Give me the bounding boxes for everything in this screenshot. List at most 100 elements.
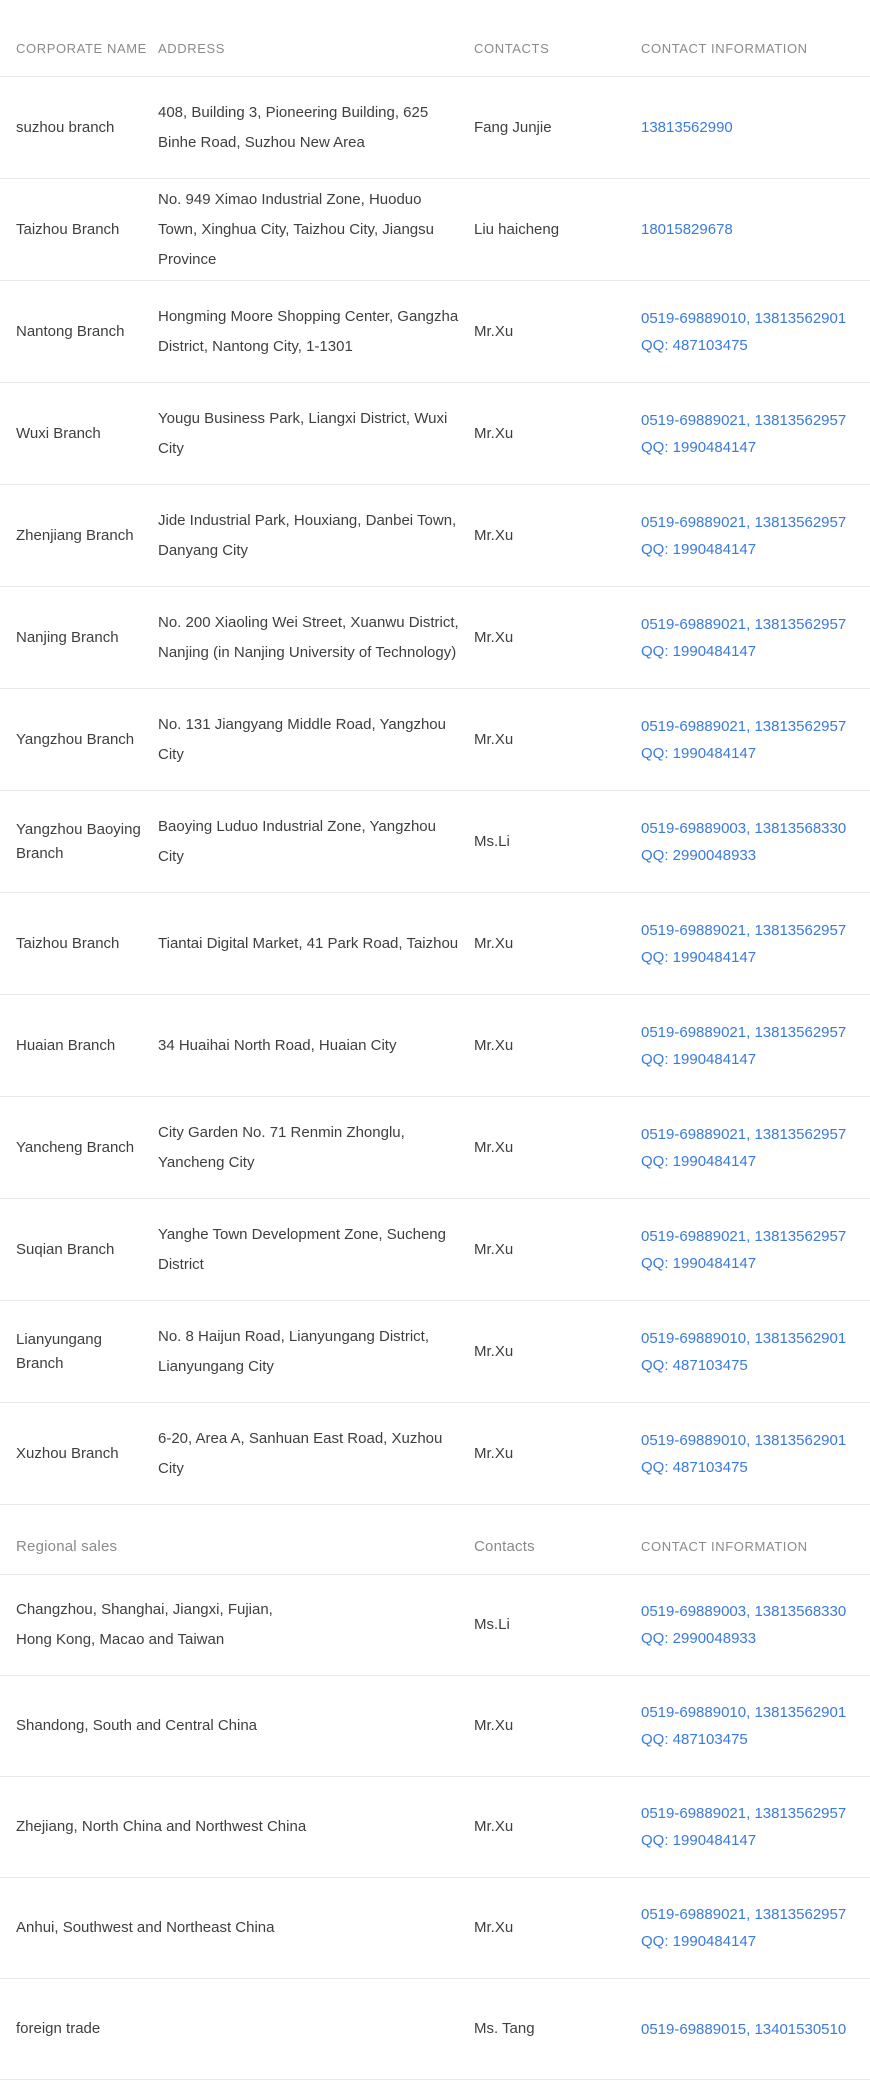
contact-information-cell: 0519-69889010, 13813562901 QQ: 487103475 — [641, 1699, 870, 1753]
contacts-cell: Mr.Xu — [474, 1342, 514, 1360]
phone-link[interactable]: 0519-69889021, 13813562957 — [641, 921, 847, 939]
corporate-name-cell: Taizhou Branch — [16, 934, 120, 952]
phone-link[interactable]: 0519-69889021, 13813562957 — [641, 615, 847, 633]
table-row: Changzhou, Shanghai, Jiangxi, Fujian, Ho… — [0, 1575, 870, 1676]
table-row: Taizhou Branch Tiantai Digital Market, 41… — [0, 893, 870, 995]
contact-information-cell: 0519-69889021, 13813562957 QQ: 1990484147 — [641, 1121, 870, 1175]
corporate-name-cell: Suqian Branch — [16, 1240, 115, 1258]
contacts-cell: Mr.Xu — [474, 1138, 514, 1156]
column-header-contact-information: CONTACT INFORMATION — [641, 40, 808, 56]
contacts-cell: Mr.Xu — [474, 1717, 514, 1734]
qq-link[interactable]: QQ: 1990484147 — [641, 744, 757, 762]
contact-information-cell: 0519-69889021, 13813562957 QQ: 1990484147 — [641, 917, 870, 971]
regional-rows: Changzhou, Shanghai, Jiangxi, Fujian, Ho… — [0, 1575, 870, 2080]
phone-link[interactable]: 0519-69889010, 13813562901 — [641, 1329, 847, 1347]
qq-link[interactable]: QQ: 487103475 — [641, 1458, 748, 1476]
column-header-address: ADDRESS — [158, 40, 226, 56]
phone-link[interactable]: 0519-69889021, 13813562957 — [641, 411, 847, 429]
table-row: foreign trade Ms. Tang 0519-69889015, 1340… — [0, 1979, 870, 2080]
qq-link[interactable]: QQ: 487103475 — [641, 336, 748, 354]
region-cell: Zhejiang, North China and Northwest Chin… — [16, 1818, 307, 1835]
qq-link[interactable]: QQ: 1990484147 — [641, 642, 757, 660]
address-cell: Tiantai Digital Market, 41 Park Road, Ta… — [158, 934, 459, 952]
phone-link[interactable]: 0519-69889021, 13813562957 — [641, 1906, 847, 1923]
region-cell: Anhui, Southwest and Northeast China — [16, 1919, 275, 1936]
table-row: Shandong, South and Central China Mr.Xu 05… — [0, 1676, 870, 1777]
phone-link[interactable]: 0519-69889021, 13813562957 — [641, 513, 847, 531]
address-cell: Baoying Luduo Industrial Zone, Yangzhou … — [158, 817, 436, 865]
contacts-cell: Ms.Li — [474, 832, 510, 850]
qq-link[interactable]: QQ: 1990484147 — [641, 1152, 757, 1170]
qq-link[interactable]: QQ: 1990484147 — [641, 1832, 757, 1849]
contacts-cell: Liu haicheng — [474, 220, 560, 238]
phone-link[interactable]: 0519-69889003, 13813568330 — [641, 1603, 847, 1620]
contact-information-cell: 0519-69889021, 13813562957 QQ: 1990484147 — [641, 407, 870, 461]
qq-link[interactable]: QQ: 2990048933 — [641, 1630, 757, 1647]
contacts-cell: Ms. Tang — [474, 2020, 535, 2037]
regional-table-header-row: Regional sales Contacts CONTACT INFORMAT… — [0, 1505, 870, 1575]
region-cell: Changzhou, Shanghai, Jiangxi, Fujian, Ho… — [16, 1601, 273, 1648]
phone-link[interactable]: 0519-69889003, 13813568330 — [641, 819, 847, 837]
corporate-name-cell: Zhenjiang Branch — [16, 526, 134, 544]
qq-link[interactable]: QQ: 1990484147 — [641, 540, 757, 558]
phone-link[interactable]: 0519-69889010, 13813562901 — [641, 1704, 847, 1721]
phone-link[interactable]: 0519-69889021, 13813562957 — [641, 1023, 847, 1041]
region-cell: foreign trade — [16, 2020, 101, 2037]
corporate-name-cell: Nanjing Branch — [16, 628, 119, 646]
contacts-cell: Mr.Xu — [474, 1240, 514, 1258]
contacts-cell: Mr.Xu — [474, 526, 514, 544]
qq-link[interactable]: QQ: 1990484147 — [641, 948, 757, 966]
table-row: Taizhou Branch No. 949 Ximao Industrial Z… — [0, 179, 870, 281]
table-row: Yangzhou Branch No. 131 Jiangyang Middle … — [0, 689, 870, 791]
qq-link[interactable]: QQ: 1990484147 — [641, 1050, 757, 1068]
address-cell: Yanghe Town Development Zone, Sucheng Di… — [158, 1225, 446, 1273]
qq-link[interactable]: QQ: 1990484147 — [641, 1254, 757, 1272]
contact-information-cell: 18015829678 — [641, 216, 870, 243]
contact-information-cell: 0519-69889021, 13813562957 QQ: 1990484147 — [641, 1223, 870, 1277]
qq-link[interactable]: QQ: 487103475 — [641, 1731, 748, 1748]
contacts-cell: Mr.Xu — [474, 934, 514, 952]
phone-link[interactable]: 13813562990 — [641, 119, 733, 136]
phone-link[interactable]: 0519-69889021, 13813562957 — [641, 1805, 847, 1822]
table-row: Yancheng Branch City Garden No. 71 Renmin… — [0, 1097, 870, 1199]
phone-link[interactable]: 0519-69889015, 13401530510 — [641, 2020, 847, 2038]
address-cell: City Garden No. 71 Renmin Zhonglu, Yanch… — [158, 1123, 405, 1171]
contacts-cell: Mr.Xu — [474, 322, 514, 340]
phone-link[interactable]: 0519-69889021, 13813562957 — [641, 717, 847, 735]
contacts-cell: Mr.Xu — [474, 1818, 514, 1835]
phone-link[interactable]: 0519-69889010, 13813562901 — [641, 1431, 847, 1449]
contact-information-cell: 0519-69889003, 13813568330 QQ: 2990048933 — [641, 1598, 870, 1652]
column-header-regional-contacts: Contacts — [474, 1538, 535, 1555]
contact-information-cell: 0519-69889021, 13813562957 QQ: 1990484147 — [641, 509, 870, 563]
phone-link[interactable]: 0519-69889021, 13813562957 — [641, 1125, 847, 1143]
contact-information-cell: 0519-69889010, 13813562901 QQ: 487103475 — [641, 305, 870, 359]
table-row: Wuxi Branch Yougu Business Park, Liangxi … — [0, 383, 870, 485]
column-header-corporate-name: CORPORATE NAME — [16, 40, 147, 56]
qq-link[interactable]: QQ: 2990048933 — [641, 846, 757, 864]
address-cell: 408, Building 3, Pioneering Building, 62… — [158, 103, 429, 151]
phone-link[interactable]: 18015829678 — [641, 221, 733, 238]
contacts-cell: Ms.Li — [474, 1616, 510, 1633]
corporate-name-cell: suzhou branch — [16, 118, 115, 136]
contacts-cell: Mr.Xu — [474, 1036, 514, 1054]
phone-link[interactable]: 0519-69889010, 13813562901 — [641, 309, 847, 327]
contact-information-cell: 0519-69889003, 13813568330 QQ: 2990048933 — [641, 815, 870, 869]
corporate-name-cell: Yangzhou Branch — [16, 730, 135, 748]
regional-section: Regional sales Contacts CONTACT INFORMAT… — [0, 1505, 870, 2080]
region-cell: Shandong, South and Central China — [16, 1717, 258, 1734]
qq-link[interactable]: QQ: 1990484147 — [641, 438, 757, 456]
contacts-cell: Mr.Xu — [474, 1919, 514, 1936]
contacts-cell: Mr.Xu — [474, 424, 514, 442]
table-row: Zhenjiang Branch Jide Industrial Park, Ho… — [0, 485, 870, 587]
contact-information-cell: 0519-69889010, 13813562901 QQ: 487103475 — [641, 1427, 870, 1481]
contact-information-cell: 0519-69889010, 13813562901 QQ: 487103475 — [641, 1325, 870, 1379]
corporate-name-cell: Nantong Branch — [16, 322, 125, 340]
qq-link[interactable]: QQ: 1990484147 — [641, 1933, 757, 1950]
phone-link[interactable]: 0519-69889021, 13813562957 — [641, 1227, 847, 1245]
branch-rows: suzhou branch 408, Building 3, Pioneering… — [0, 77, 870, 1505]
address-cell: 6-20, Area A, Sanhuan East Road, Xuzhou … — [158, 1429, 443, 1477]
address-cell: Jide Industrial Park, Houxiang, Danbei T… — [158, 511, 457, 559]
branch-section: CORPORATE NAME ADDRESS CONTACTS CONTACT … — [0, 40, 870, 1505]
qq-link[interactable]: QQ: 487103475 — [641, 1356, 748, 1374]
